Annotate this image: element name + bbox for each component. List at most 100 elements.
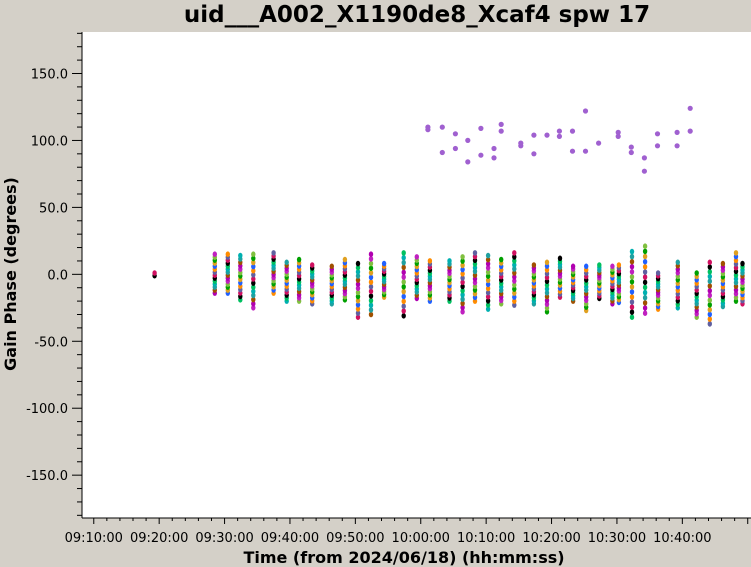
data-point [460, 271, 465, 277]
data-point [368, 293, 374, 299]
data-point [401, 308, 406, 314]
data-point [251, 284, 256, 291]
data-point [629, 284, 635, 290]
x-tick-label: 10:30:00 [588, 531, 646, 546]
data-point [485, 269, 491, 275]
data-point [629, 274, 635, 280]
outlier-point [544, 132, 550, 138]
data-point [368, 265, 374, 272]
data-point [707, 311, 712, 318]
data-point [401, 313, 406, 319]
y-tick-label: 100.0 [31, 134, 68, 149]
data-point [368, 274, 374, 281]
data-point [368, 283, 374, 290]
data-point [512, 254, 517, 260]
x-tick-label: 10:20:00 [522, 531, 580, 546]
data-point [512, 294, 517, 300]
data-point [707, 292, 712, 299]
data-point [485, 285, 491, 292]
data-point [485, 306, 491, 312]
data-point [485, 294, 491, 300]
data-point [225, 251, 230, 257]
data-point [355, 306, 361, 312]
data-point [251, 305, 256, 311]
data-point [355, 285, 361, 292]
outlier-point [556, 128, 563, 134]
data-point [642, 253, 648, 260]
y-tick-label: -100.0 [26, 402, 68, 417]
data-point [472, 250, 478, 256]
x-axis-label: Time (from 2024/06/18) (hh:mm:ss) [243, 548, 564, 567]
data-point [707, 278, 712, 285]
chart-title: uid___A002_X1190de8_Xcaf4 spw 17 [184, 2, 650, 28]
x-tick-label: 09:20:00 [130, 531, 188, 546]
outlier-point [628, 144, 634, 150]
data-point [355, 269, 361, 275]
outlier-point [531, 132, 537, 138]
data-point [355, 277, 361, 283]
data-point [629, 289, 635, 295]
data-point [401, 288, 406, 295]
outlier-point [439, 149, 445, 156]
data-point [368, 307, 374, 313]
x-tick-label: 09:10:00 [65, 531, 123, 546]
data-point [694, 270, 699, 276]
data-point [616, 262, 622, 268]
y-tick-label: 50.0 [39, 201, 68, 216]
data-point [584, 263, 589, 270]
data-point [251, 263, 256, 270]
data-point [733, 250, 739, 256]
data-point [597, 262, 602, 268]
data-point [342, 256, 348, 263]
data-point [485, 277, 491, 284]
data-point [401, 274, 406, 280]
data-point [629, 279, 635, 285]
data-point [251, 280, 256, 286]
outlier-point [465, 159, 471, 165]
data-point [355, 293, 361, 300]
data-point [707, 287, 712, 294]
data-point [401, 293, 406, 300]
data-point [642, 264, 648, 270]
data-point [655, 270, 661, 276]
outlier-point [628, 149, 634, 156]
data-point [557, 255, 563, 262]
data-point [310, 262, 315, 268]
data-point [512, 278, 517, 284]
data-point [401, 264, 406, 271]
data-point [485, 298, 491, 304]
data-point [707, 273, 712, 280]
data-point [368, 256, 374, 262]
x-tick-label: 09:50:00 [326, 531, 384, 546]
data-point [740, 260, 745, 267]
outlier-point [531, 151, 537, 157]
data-point [251, 267, 256, 274]
data-point [460, 296, 465, 303]
data-point [401, 298, 406, 305]
data-point [251, 255, 256, 262]
outlier-point [491, 155, 497, 161]
data-point [251, 251, 256, 257]
data-point [271, 250, 276, 256]
data-point [460, 300, 465, 307]
data-point [401, 279, 406, 285]
data-point [707, 259, 712, 266]
data-point [629, 258, 635, 265]
data-point [368, 279, 374, 285]
data-point [401, 250, 406, 256]
data-point [544, 259, 550, 266]
data-point [485, 273, 491, 280]
data-point [251, 296, 256, 303]
data-point [355, 310, 361, 316]
data-point [460, 279, 465, 286]
outlier-point [687, 105, 693, 111]
data-point [368, 288, 374, 295]
data-point [642, 294, 648, 301]
data-point [642, 274, 648, 280]
outlier-point [491, 145, 497, 152]
data-point [512, 286, 517, 292]
data-point [485, 302, 491, 308]
data-point [707, 321, 712, 327]
data-point [284, 259, 289, 266]
